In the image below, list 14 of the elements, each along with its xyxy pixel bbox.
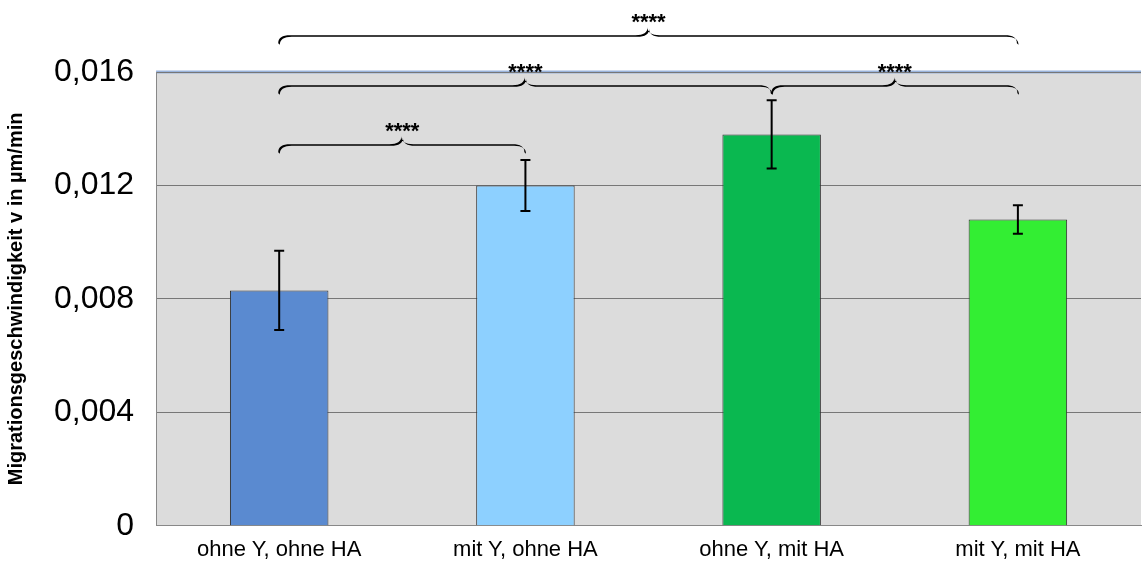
text: ****: [631, 8, 667, 34]
y-axis-title: Migrationsgeschwindigkeit v in µm/min: [3, 112, 26, 486]
y-tick-label: 0,012: [54, 165, 135, 202]
x-tick-label: ohne Y, mit HA: [699, 536, 845, 562]
annotation: ****: [385, 117, 420, 143]
annotation: ****: [877, 58, 913, 84]
x-tick-label: mit Y, mit HA: [955, 536, 1081, 562]
y-tick-label: 0: [116, 505, 135, 542]
y-tick-label: 0,004: [54, 392, 135, 429]
y-tick-label: 0,016: [54, 51, 135, 88]
annotation: ****: [508, 58, 543, 84]
x-tick-label: mit Y, ohne HA: [453, 536, 599, 562]
x-tick-label: ohne Y, ohne HA: [197, 536, 362, 562]
y-tick-label: 0,008: [54, 278, 135, 315]
